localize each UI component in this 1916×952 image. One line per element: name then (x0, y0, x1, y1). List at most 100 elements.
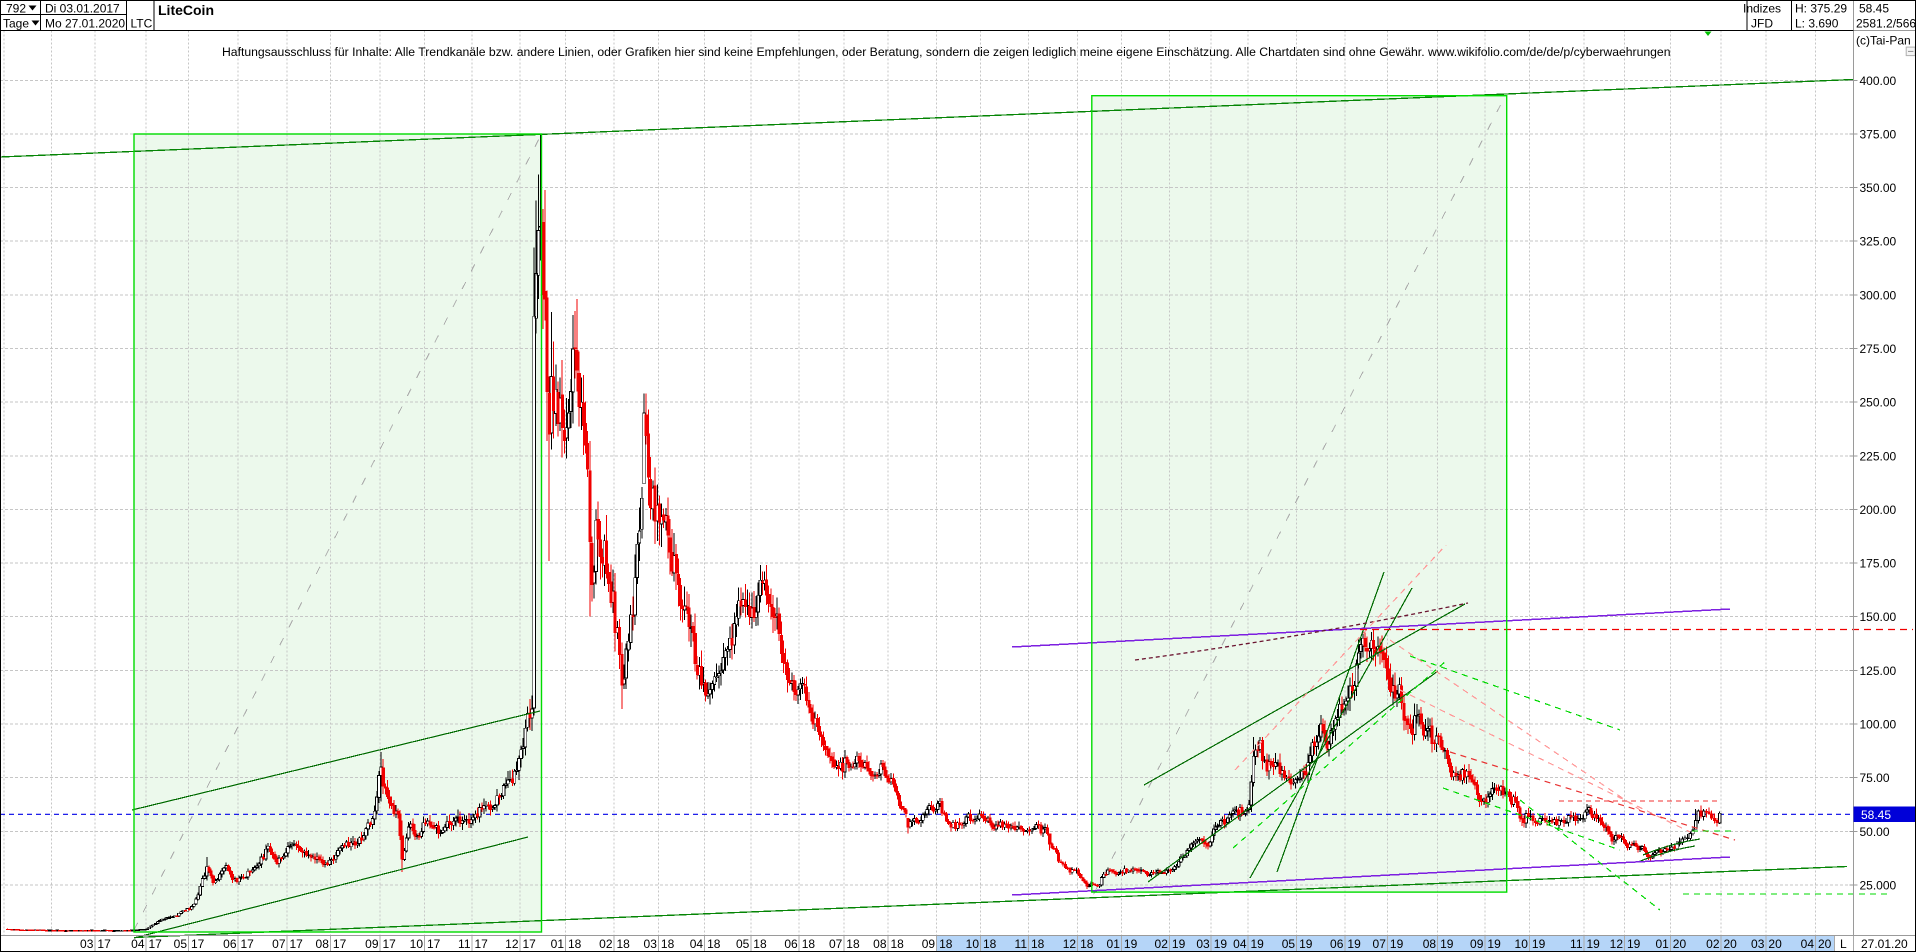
svg-text:375.00: 375.00 (1860, 128, 1897, 142)
svg-text:LTC: LTC (131, 17, 153, 31)
svg-text:07: 07 (272, 937, 286, 951)
svg-text:18: 18 (617, 937, 631, 951)
svg-text:03: 03 (644, 937, 658, 951)
svg-text:04: 04 (690, 937, 704, 951)
svg-text:H: 375.29: H: 375.29 (1795, 2, 1847, 16)
svg-text:L: L (1840, 937, 1847, 951)
svg-text:20: 20 (1724, 937, 1738, 951)
svg-text:01: 01 (1655, 937, 1669, 951)
svg-text:Haftungsausschluss für Inhalte: Haftungsausschluss für Inhalte: Alle Tre… (222, 45, 1671, 59)
svg-text:19: 19 (1390, 937, 1404, 951)
svg-text:18: 18 (846, 937, 860, 951)
svg-text:58.45: 58.45 (1859, 2, 1889, 16)
svg-text:19: 19 (1347, 937, 1361, 951)
svg-text:07: 07 (1373, 937, 1387, 951)
svg-text:09: 09 (1470, 937, 1484, 951)
svg-text:L: 3.690: L: 3.690 (1795, 17, 1839, 31)
svg-text:20: 20 (1673, 937, 1687, 951)
svg-text:03: 03 (80, 937, 94, 951)
svg-text:275.00: 275.00 (1860, 342, 1897, 356)
svg-text:200.00: 200.00 (1860, 503, 1897, 517)
svg-text:10: 10 (410, 937, 424, 951)
svg-text:05: 05 (736, 937, 750, 951)
svg-text:LiteCoin: LiteCoin (158, 2, 214, 18)
svg-text:Mo 27.01.2020: Mo 27.01.2020 (45, 17, 125, 31)
svg-text:18: 18 (891, 937, 905, 951)
svg-text:19: 19 (1124, 937, 1138, 951)
svg-text:17: 17 (290, 937, 304, 951)
svg-text:50.00: 50.00 (1860, 825, 1890, 839)
svg-text:02: 02 (1706, 937, 1720, 951)
svg-text:18: 18 (1031, 937, 1045, 951)
svg-text:18: 18 (661, 937, 675, 951)
svg-text:17: 17 (523, 937, 537, 951)
svg-text:18: 18 (568, 937, 582, 951)
svg-text:08: 08 (1423, 937, 1437, 951)
svg-text:19: 19 (1251, 937, 1265, 951)
svg-text:03: 03 (1196, 937, 1210, 951)
svg-text:17: 17 (475, 937, 489, 951)
svg-text:11: 11 (458, 937, 471, 951)
svg-text:04: 04 (1233, 937, 1247, 951)
svg-text:09: 09 (365, 937, 379, 951)
svg-text:02: 02 (1155, 937, 1169, 951)
svg-text:19: 19 (1440, 937, 1454, 951)
svg-text:Tage: Tage (3, 17, 29, 31)
svg-text:325.00: 325.00 (1860, 235, 1897, 249)
svg-text:150.00: 150.00 (1860, 610, 1897, 624)
svg-text:125.00: 125.00 (1860, 664, 1897, 678)
svg-text:05: 05 (174, 937, 188, 951)
svg-text:18: 18 (753, 937, 767, 951)
svg-text:18: 18 (1080, 937, 1094, 951)
svg-text:792: 792 (6, 2, 26, 16)
svg-text:12: 12 (1063, 937, 1077, 951)
svg-text:17: 17 (149, 937, 163, 951)
svg-text:17: 17 (333, 937, 347, 951)
svg-text:12: 12 (1610, 937, 1624, 951)
svg-text:19: 19 (1532, 937, 1546, 951)
svg-text:06: 06 (1330, 937, 1344, 951)
svg-text:JFD: JFD (1751, 17, 1773, 31)
svg-text:10: 10 (966, 937, 980, 951)
svg-text:Di 03.01.2017: Di 03.01.2017 (45, 2, 120, 16)
svg-text:18: 18 (939, 937, 953, 951)
svg-text:20: 20 (1818, 937, 1832, 951)
svg-text:17: 17 (97, 937, 111, 951)
svg-text:04: 04 (1801, 937, 1815, 951)
svg-text:(c)Tai-Pan: (c)Tai-Pan (1856, 34, 1911, 48)
svg-text:58.45: 58.45 (1861, 808, 1891, 822)
svg-text:400.00: 400.00 (1860, 74, 1897, 88)
svg-text:17: 17 (191, 937, 205, 951)
svg-text:18: 18 (983, 937, 997, 951)
svg-text:09: 09 (922, 937, 936, 951)
svg-text:03: 03 (1751, 937, 1765, 951)
svg-text:17: 17 (241, 937, 255, 951)
svg-text:19: 19 (1299, 937, 1313, 951)
svg-text:04: 04 (131, 937, 145, 951)
svg-text:27.01.20: 27.01.20 (1861, 937, 1908, 951)
svg-text:19: 19 (1214, 937, 1228, 951)
svg-text:300.00: 300.00 (1860, 288, 1897, 302)
svg-text:19: 19 (1587, 937, 1601, 951)
svg-text:10: 10 (1515, 937, 1529, 951)
svg-text:18: 18 (707, 937, 721, 951)
svg-text:175.00: 175.00 (1860, 557, 1897, 571)
svg-text:01: 01 (1107, 937, 1121, 951)
svg-text:350.00: 350.00 (1860, 181, 1897, 195)
svg-text:08: 08 (316, 937, 330, 951)
svg-text:19: 19 (1487, 937, 1501, 951)
svg-text:19: 19 (1172, 937, 1186, 951)
svg-text:17: 17 (383, 937, 397, 951)
svg-text:07: 07 (829, 937, 843, 951)
svg-text:250.00: 250.00 (1860, 396, 1897, 410)
svg-text:25.000: 25.000 (1860, 879, 1897, 893)
svg-text:12: 12 (505, 937, 519, 951)
svg-text:100.00: 100.00 (1860, 718, 1897, 732)
svg-text:11: 11 (1015, 937, 1028, 951)
svg-text:01: 01 (551, 937, 565, 951)
svg-text:Indizes: Indizes (1743, 2, 1781, 16)
svg-text:11: 11 (1570, 937, 1583, 951)
svg-text:08: 08 (873, 937, 887, 951)
svg-text:06: 06 (223, 937, 237, 951)
svg-text:2581.2/566: 2581.2/566 (1856, 17, 1916, 31)
